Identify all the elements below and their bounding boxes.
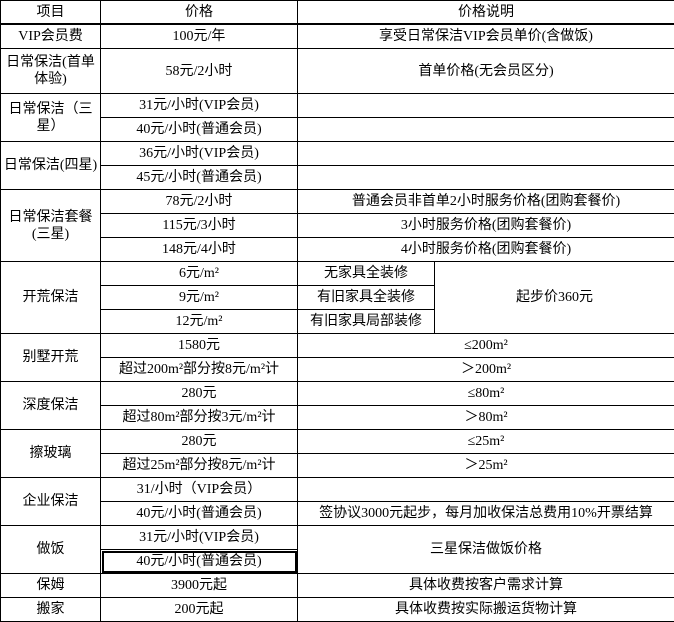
item-cell[interactable]: 搬家 (1, 598, 101, 622)
subtype-cell[interactable]: 有旧家具局部装修 (298, 310, 435, 334)
table-row: 40元/小时(普通会员)签协议3000元起步，每月加收保洁总费用10%开票结算 (1, 502, 674, 526)
price-cell[interactable]: 9元/m² (101, 286, 298, 310)
note-cell[interactable] (298, 118, 674, 142)
subtype-cell[interactable]: 有旧家具全装修 (298, 286, 435, 310)
price-cell[interactable]: 115元/3小时 (101, 214, 298, 238)
price-cell[interactable]: 12元/m² (101, 310, 298, 334)
note-cell[interactable]: 享受日常保洁VIP会员单价(含做饭) (298, 24, 674, 49)
price-cell[interactable]: 58元/2小时 (101, 49, 298, 94)
item-cell[interactable]: 深度保洁 (1, 382, 101, 430)
note-cell[interactable] (298, 94, 674, 118)
note-cell[interactable]: 签协议3000元起步，每月加收保洁总费用10%开票结算 (298, 502, 674, 526)
price-cell[interactable]: 200元起 (101, 598, 298, 622)
item-cell[interactable]: 别墅开荒 (1, 334, 101, 382)
price-cell[interactable]: 31元/小时(VIP会员) (101, 94, 298, 118)
table-row: 日常保洁（三星）31元/小时(VIP会员) (1, 94, 674, 118)
price-cell[interactable]: 1580元 (101, 334, 298, 358)
price-cell[interactable]: 31/小时（VIP会员） (101, 478, 298, 502)
table-row: 日常保洁(四星)36元/小时(VIP会员) (1, 142, 674, 166)
note-cell[interactable]: 3小时服务价格(团购套餐价) (298, 214, 674, 238)
note-cell[interactable]: ≤80m² (298, 382, 674, 406)
price-cell[interactable]: 40元/小时(普通会员) (101, 550, 298, 574)
table-row: 超过200m²部分按8元/m²计＞200m² (1, 358, 674, 382)
item-cell[interactable]: 日常保洁套餐(三星) (1, 190, 101, 262)
header-item[interactable]: 项目 (1, 1, 101, 25)
price-cell[interactable]: 40元/小时(普通会员) (101, 502, 298, 526)
note-cell[interactable]: 普通会员非首单2小时服务价格(团购套餐价) (298, 190, 674, 214)
price-cell[interactable]: 36元/小时(VIP会员) (101, 142, 298, 166)
subtype-cell[interactable]: 无家具全装修 (298, 262, 435, 286)
header-row: 项目 价格 价格说明 (1, 1, 674, 25)
price-cell[interactable]: 40元/小时(普通会员) (101, 118, 298, 142)
table-row: 40元/小时(普通会员) (1, 118, 674, 142)
header-note[interactable]: 价格说明 (298, 1, 674, 25)
item-cell[interactable]: 开荒保洁 (1, 262, 101, 334)
table-row: 日常保洁套餐(三星)78元/2小时普通会员非首单2小时服务价格(团购套餐价) (1, 190, 674, 214)
note-cell[interactable]: ＞200m² (298, 358, 674, 382)
price-cell[interactable]: 超过25m²部分按8元/m²计 (101, 454, 298, 478)
price-cell[interactable]: 超过200m²部分按8元/m²计 (101, 358, 298, 382)
note-cell[interactable]: 具体收费按客户需求计算 (298, 574, 674, 598)
item-cell[interactable]: 日常保洁(首单体验) (1, 49, 101, 94)
note-cell[interactable] (298, 478, 674, 502)
item-cell[interactable]: VIP会员费 (1, 24, 101, 49)
note-cell[interactable] (298, 166, 674, 190)
note-cell[interactable]: 4小时服务价格(团购套餐价) (298, 238, 674, 262)
table-row: 超过80m²部分按3元/m²计＞80m² (1, 406, 674, 430)
price-cell[interactable]: 148元/4小时 (101, 238, 298, 262)
price-cell[interactable]: 45元/小时(普通会员) (101, 166, 298, 190)
note-cell[interactable]: 首单价格(无会员区分) (298, 49, 674, 94)
table-row: 日常保洁(首单体验)58元/2小时首单价格(无会员区分) (1, 49, 674, 94)
note-cell[interactable]: ≤25m² (298, 430, 674, 454)
table-row: 超过25m²部分按8元/m²计＞25m² (1, 454, 674, 478)
note-cell[interactable]: ＞80m² (298, 406, 674, 430)
header-price[interactable]: 价格 (101, 1, 298, 25)
note-cell[interactable]: ≤200m² (298, 334, 674, 358)
note-cell[interactable]: 三星保洁做饭价格 (298, 526, 674, 574)
item-cell[interactable]: 擦玻璃 (1, 430, 101, 478)
item-cell[interactable]: 日常保洁（三星） (1, 94, 101, 142)
price-cell[interactable]: 100元/年 (101, 24, 298, 49)
table-row: 45元/小时(普通会员) (1, 166, 674, 190)
price-cell[interactable]: 280元 (101, 382, 298, 406)
note-cell[interactable] (298, 142, 674, 166)
price-cell[interactable]: 3900元起 (101, 574, 298, 598)
price-cell[interactable]: 超过80m²部分按3元/m²计 (101, 406, 298, 430)
note-cell[interactable]: ＞25m² (298, 454, 674, 478)
item-cell[interactable]: 做饭 (1, 526, 101, 574)
item-cell[interactable]: 保姆 (1, 574, 101, 598)
item-cell[interactable]: 日常保洁(四星) (1, 142, 101, 190)
item-cell[interactable]: 企业保洁 (1, 478, 101, 526)
note-cell[interactable]: 起步价360元 (435, 262, 674, 334)
note-cell[interactable]: 具体收费按实际搬运货物计算 (298, 598, 674, 622)
price-cell[interactable]: 31元/小时(VIP会员) (101, 526, 298, 550)
price-cell[interactable]: 6元/m² (101, 262, 298, 286)
price-cell[interactable]: 78元/2小时 (101, 190, 298, 214)
price-cell[interactable]: 280元 (101, 430, 298, 454)
